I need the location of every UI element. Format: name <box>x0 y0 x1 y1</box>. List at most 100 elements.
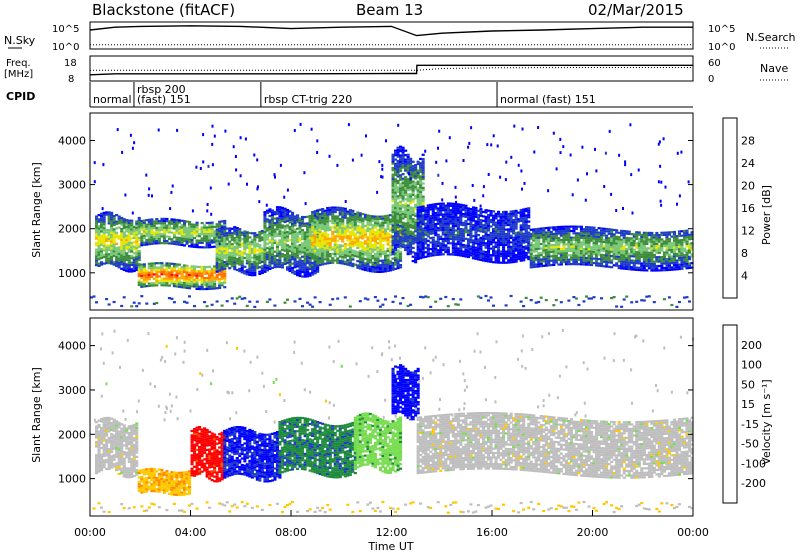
heatmap-cell <box>494 234 498 237</box>
heatmap-cell <box>512 256 516 259</box>
heatmap-cell <box>228 231 232 234</box>
heatmap-cell <box>446 228 450 232</box>
heatmap-cell <box>444 215 448 218</box>
heatmap-cell <box>358 256 362 259</box>
heatmap-cell <box>157 237 161 240</box>
heatmap-cell <box>632 233 636 236</box>
heatmap-cell <box>554 250 558 253</box>
heatmap-cell <box>602 234 606 237</box>
heatmap-cell <box>389 245 393 248</box>
heatmap-cell <box>298 239 302 242</box>
heatmap-cell <box>444 222 448 225</box>
heatmap-cell <box>419 234 423 237</box>
heatmap-cell <box>291 220 295 223</box>
heatmap-cell <box>263 224 267 227</box>
heatmap-cell <box>389 260 393 263</box>
heatmap-cell <box>567 238 571 241</box>
heatmap-cell <box>587 232 591 235</box>
noise-right-label: N.Search <box>746 31 796 44</box>
heatmap-cell <box>378 244 382 247</box>
heatmap-cell <box>203 268 207 271</box>
heatmap-cell <box>451 231 455 234</box>
heatmap-cell <box>534 247 538 251</box>
heatmap-cell <box>323 245 327 248</box>
heatmap-cell <box>366 243 370 246</box>
heatmap-cell <box>459 208 463 211</box>
heatmap-cell <box>378 235 382 238</box>
heatmap-cell <box>313 241 317 244</box>
heatmap-cell <box>527 224 531 228</box>
heatmap-cell <box>333 246 337 249</box>
heatmap-cell <box>230 247 234 250</box>
heatmap-cell <box>446 224 450 227</box>
heatmap-cell <box>137 225 141 228</box>
heatmap-cell <box>411 169 415 172</box>
heatmap-cell <box>612 233 616 236</box>
heatmap-cell <box>537 241 541 244</box>
heatmap-cell <box>567 263 571 266</box>
heatmap-cell <box>630 261 634 264</box>
heatmap-cell <box>454 229 458 232</box>
heatmap-cell <box>461 237 465 240</box>
heatmap-cell <box>534 241 538 244</box>
heatmap-cell <box>183 275 187 278</box>
heatmap-cell <box>110 231 114 234</box>
heatmap-cell <box>587 263 591 266</box>
heatmap-cell <box>306 257 310 260</box>
heatmap-cell <box>105 237 109 240</box>
heatmap-cell <box>419 171 423 174</box>
heatmap-cell <box>336 235 340 238</box>
heatmap-cell <box>401 232 405 235</box>
heatmap-cell <box>318 257 322 260</box>
heatmap-cell <box>356 244 360 247</box>
heatmap-cell <box>120 243 124 246</box>
heatmap-cell <box>429 221 433 224</box>
heatmap-cell <box>107 217 111 221</box>
heatmap-cell <box>366 245 370 248</box>
heatmap-cell <box>102 227 106 230</box>
heatmap-cell <box>303 257 307 261</box>
heatmap-cell <box>183 226 187 229</box>
heatmap-cell <box>439 242 443 245</box>
heatmap-cell <box>208 285 212 288</box>
heatmap-cell <box>172 223 176 226</box>
heatmap-cell <box>258 261 262 264</box>
heatmap-cell <box>524 240 528 244</box>
heatmap-cell <box>122 244 126 247</box>
heatmap-cell <box>512 212 516 215</box>
heatmap-cell <box>331 215 335 218</box>
heatmap-cell <box>263 253 267 256</box>
heatmap-cell <box>306 259 310 262</box>
heatmap-cell <box>416 182 420 185</box>
heatmap-cell <box>298 233 302 236</box>
heatmap-cell <box>243 241 247 244</box>
heatmap-cell <box>650 240 654 243</box>
heatmap-cell <box>429 208 433 211</box>
cpid-segment-label: normal <box>93 93 132 106</box>
heatmap-cell <box>316 209 320 212</box>
heatmap-cell <box>401 195 405 198</box>
heatmap-cell <box>494 250 498 253</box>
heatmap-cell <box>406 158 410 161</box>
heatmap-cell <box>610 241 614 244</box>
heatmap-cell <box>386 261 390 264</box>
heatmap-cell <box>223 263 227 266</box>
heatmap-cell <box>177 270 181 273</box>
heatmap-cell <box>655 269 659 272</box>
heatmap-cell <box>622 230 626 233</box>
heatmap-cell <box>368 217 372 220</box>
heatmap-cell <box>441 248 445 251</box>
heatmap-cell <box>446 235 450 238</box>
heatmap-cell <box>142 228 146 231</box>
heatmap-cell <box>431 210 435 213</box>
heatmap-cell <box>225 227 229 230</box>
heatmap-cell <box>183 239 187 243</box>
heatmap-cell <box>449 229 453 232</box>
heatmap-cell <box>456 229 460 232</box>
heatmap-cell <box>547 237 551 240</box>
heatmap-cell <box>394 173 398 177</box>
heatmap-cell <box>308 241 312 244</box>
heatmap-cell <box>301 237 305 241</box>
heatmap-cell <box>449 242 453 245</box>
heatmap-cell <box>205 283 209 286</box>
